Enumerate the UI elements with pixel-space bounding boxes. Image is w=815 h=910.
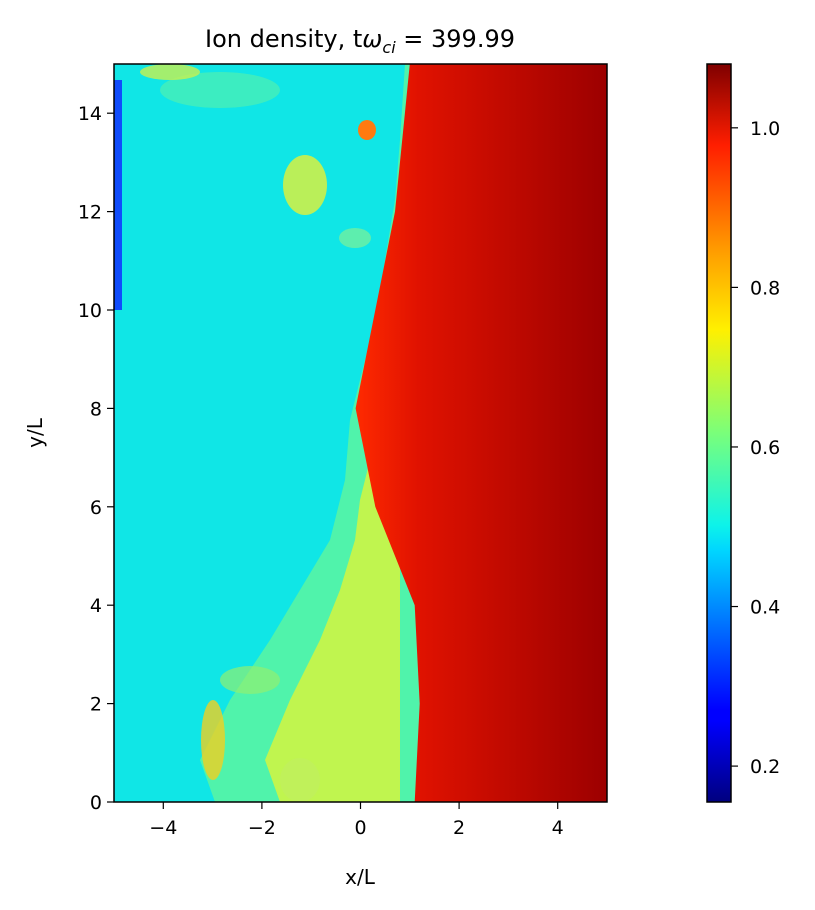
colorbar-tick-label: 0.6 [750,437,780,459]
colorbar-tick-label: 0.4 [750,597,780,619]
x-axis: −4 −2 0 2 4 [149,802,564,839]
upper-blob [283,155,327,215]
colorbar-tick-label: 0.2 [750,756,780,778]
lower-blob [201,700,225,780]
y-tick-label: 12 [78,202,102,224]
y-tick-label: 0 [90,792,102,814]
x-tick-label: −4 [149,817,177,839]
upper-blob [140,64,200,80]
colorbar-tick-label: 0.8 [750,277,780,299]
low-density-edge [114,80,122,310]
x-tick-label: 2 [453,817,465,839]
y-tick-label: 6 [90,497,102,519]
chart-title: Ion density, tωci = 399.99 [205,25,515,57]
x-tick-label: −2 [248,817,276,839]
colorbar-ticks: 0.2 0.4 0.6 0.8 1.0 [731,118,780,778]
colorbar-tick-label: 1.0 [750,118,780,140]
y-axis-label: y/L [23,417,47,448]
y-tick-label: 8 [90,398,102,420]
y-axis: 0 2 4 6 8 10 12 14 [78,103,114,814]
x-tick-label: 0 [354,817,366,839]
y-tick-label: 10 [78,300,102,322]
upper-blob [339,228,371,248]
x-tick-label: 4 [552,817,564,839]
y-tick-label: 4 [90,595,102,617]
heatmap-image [114,64,607,802]
colorbar-frame [706,63,732,803]
mixing-layer-yellow [265,420,400,802]
x-axis-label: x/L [345,865,376,889]
dense-region [355,64,607,802]
upper-blob [358,120,376,140]
lower-blob [280,758,320,802]
y-tick-label: 2 [90,694,102,716]
colorbar: 0.2 0.4 0.6 0.8 1.0 [706,63,780,803]
y-tick-label: 14 [78,103,102,125]
upper-blob [160,72,280,108]
lower-blob [220,666,280,694]
colorbar-gradient [707,64,731,802]
